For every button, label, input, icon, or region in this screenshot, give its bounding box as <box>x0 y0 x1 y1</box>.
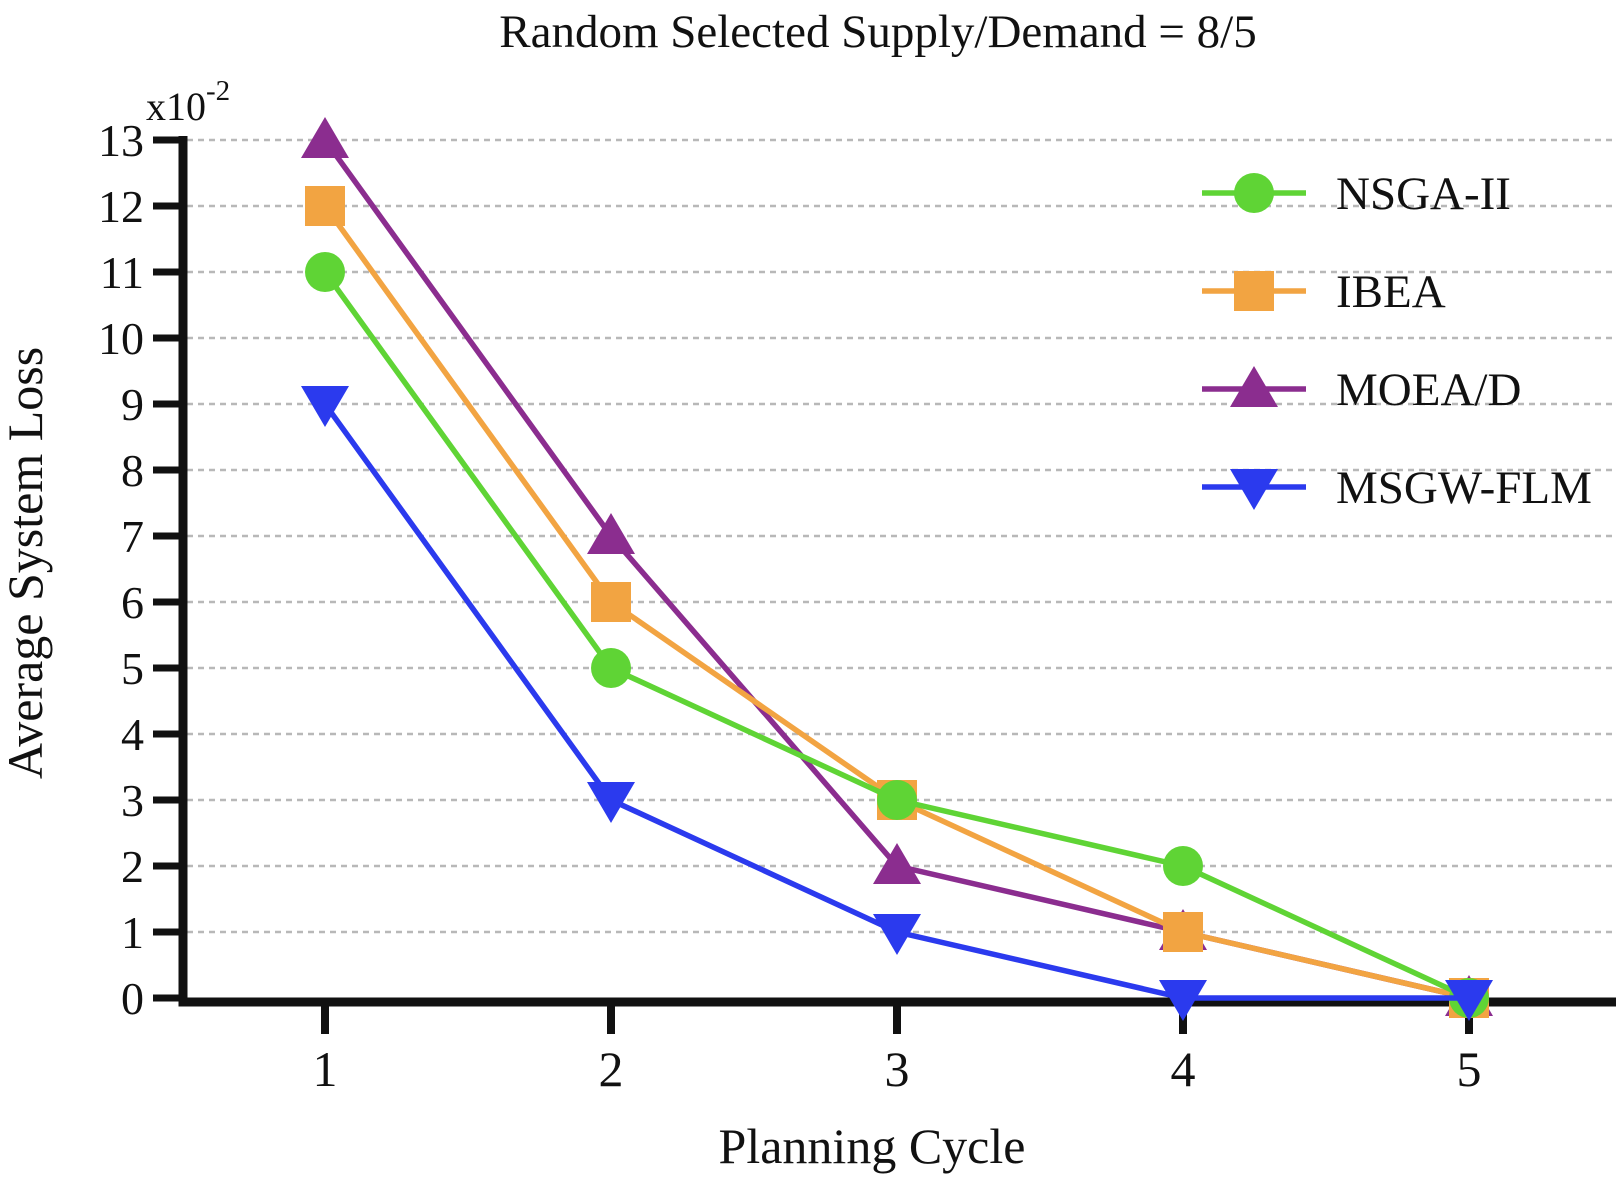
series-moea-d <box>301 117 1493 1016</box>
x-tick-label: 1 <box>313 1041 338 1097</box>
legend-row: MSGW-FLM <box>1202 462 1592 514</box>
legend-label: IBEA <box>1336 266 1446 318</box>
series-marker-triangle-up <box>301 117 349 158</box>
legend-label: NSGA-II <box>1336 168 1511 220</box>
y-axis-label: Average System Loss <box>0 347 53 779</box>
data-series <box>301 117 1493 1021</box>
x-tick-label: 4 <box>1171 1041 1196 1097</box>
series-marker-square <box>1234 271 1274 311</box>
x-tick-label: 2 <box>599 1041 624 1097</box>
legend-row: NSGA-II <box>1202 168 1511 220</box>
series-marker-triangle-up <box>587 513 635 554</box>
x-tick-label: 3 <box>885 1041 910 1097</box>
series-marker-triangle-down <box>1159 980 1207 1021</box>
y-axis-multiplier-base: x10 <box>146 84 206 129</box>
y-axis-multiplier: x10-2 <box>146 75 230 129</box>
y-tick-label: 1 <box>121 907 144 958</box>
series-marker-circle <box>591 648 631 688</box>
series-marker-square <box>591 582 631 622</box>
series-marker-square <box>1163 912 1203 952</box>
y-tick-label: 7 <box>121 511 144 562</box>
series-line <box>322 402 1469 1001</box>
series-marker-triangle-down <box>873 914 921 955</box>
y-tick-label: 9 <box>121 379 144 430</box>
y-tick-label: 10 <box>98 313 144 364</box>
y-tick-label: 11 <box>100 247 144 298</box>
y-tick-label: 2 <box>121 841 144 892</box>
legend-row: IBEA <box>1202 266 1446 318</box>
y-tick-label: 5 <box>121 643 144 694</box>
series-marker-triangle-down <box>1230 469 1278 510</box>
x-axis-label: Planning Cycle <box>719 1118 1026 1174</box>
y-tick-label: 6 <box>121 577 144 628</box>
legend-label: MOEA/D <box>1336 364 1521 416</box>
y-tick-label: 0 <box>121 973 144 1024</box>
series-marker-circle <box>305 252 345 292</box>
legend-label: MSGW-FLM <box>1336 462 1592 514</box>
series-msgw-flm <box>301 386 1493 1021</box>
series-marker-circle <box>877 780 917 820</box>
y-tick-label: 12 <box>98 181 144 232</box>
series-marker-circle <box>1163 846 1203 886</box>
series-nsga-ii <box>305 252 1489 1018</box>
series-marker-circle <box>1234 173 1274 213</box>
y-tick-label: 13 <box>98 115 144 166</box>
gridlines <box>187 138 1616 934</box>
series-marker-triangle-up <box>873 843 921 884</box>
series-marker-triangle-down <box>301 386 349 427</box>
series-marker-triangle-down <box>1445 980 1493 1021</box>
legend: NSGA-II IBEA MOEA/D MSGW-FLM <box>1202 168 1592 514</box>
y-tick-label: 8 <box>121 445 144 496</box>
y-tick-label: 3 <box>121 775 144 826</box>
x-tick-label: 5 <box>1457 1041 1482 1097</box>
chart-title: Random Selected Supply/Demand = 8/5 <box>499 6 1257 58</box>
legend-row: MOEA/D <box>1202 364 1521 416</box>
series-marker-triangle-down <box>587 782 635 823</box>
series-marker-triangle-up <box>1230 366 1278 407</box>
y-axis-multiplier-exponent: -2 <box>206 75 230 107</box>
y-tick-label: 4 <box>121 709 144 760</box>
series-marker-square <box>305 186 345 226</box>
